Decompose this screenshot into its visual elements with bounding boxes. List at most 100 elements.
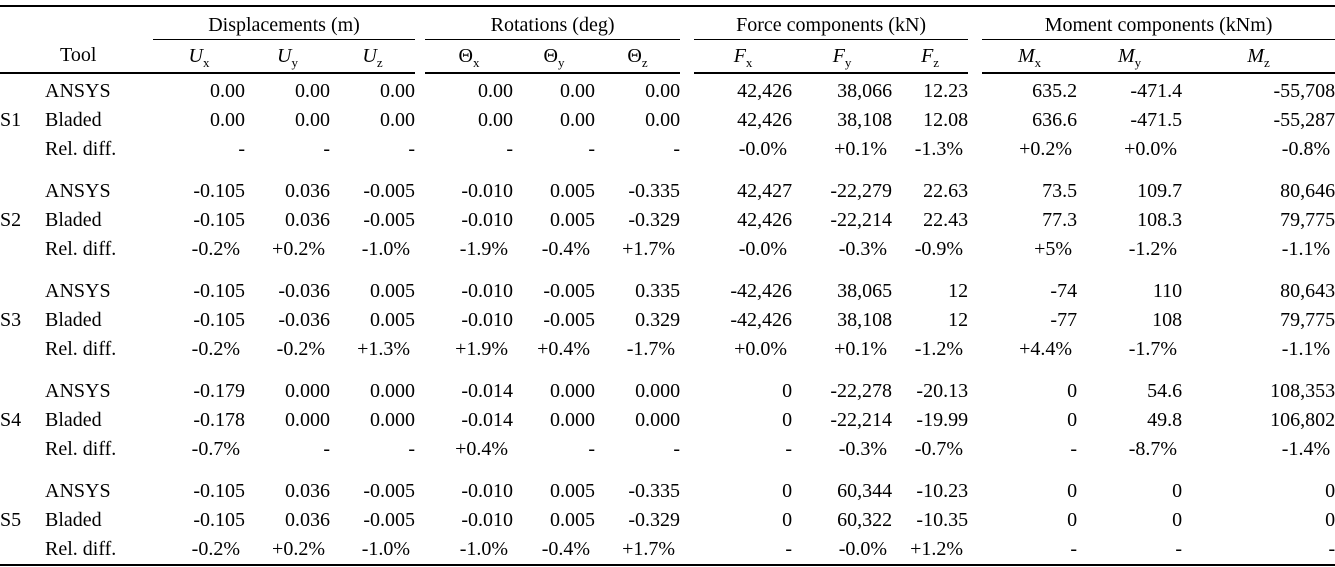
value-cell: 42,426 [737,109,793,131]
value-cell: -0.4% [541,538,591,560]
value-cell: -0.010 [461,309,514,331]
value-cell: -0.179 [193,380,245,402]
value-cell: 0.00 [645,109,681,131]
group-gap [968,335,982,364]
block-spacer [0,364,1335,377]
table-row: S4 ANSYS -0.179 0.000 0.000 -0.014 0.000 0.000 0… [0,377,1335,431]
symbol-subscript: y [558,54,565,70]
value-cell: +0.2% [1019,138,1073,160]
value-cell: 0 [1067,480,1078,502]
value-cell: 0.329 [635,309,681,331]
value-cell: 42,427 [737,180,793,202]
group-gap [680,377,694,406]
block-spacer-row [0,264,1335,277]
tool-label: ANSYS [45,380,111,402]
value-cell: -8.7% [1128,438,1178,460]
col-header-symbol: Θx [425,39,514,74]
value-cell: - [408,138,416,160]
symbol-subscript: y [844,54,852,70]
value-cell: -0.014 [461,409,514,431]
value-cell: 0.00 [295,109,330,131]
value-cell: 54.6 [1147,380,1183,402]
table-header: Displacements (m) Rotations (deg) Force co… [0,5,1335,74]
value-cell: 0.00 [380,80,416,102]
tool-label: ANSYS [45,280,111,302]
table-row: Rel. diff. - - - - - - -0.0% +0.1% -1.3% +0.2% +0.0… [0,135,1335,164]
group-header: Rotations (deg) [425,5,681,40]
value-cell: 12 [948,280,969,302]
value-cell: 0 [782,480,793,502]
value-cell: -42,426 [730,309,793,331]
value-cell: +0.0% [1124,138,1178,160]
group-gap [415,40,425,74]
tool-label: Bladed [45,109,102,131]
value-cell: - [785,438,793,460]
value-cell: -0.105 [193,480,245,502]
group-gap [415,177,425,206]
group-gap [415,106,425,135]
tool-label: Rel. diff. [45,238,117,260]
value-cell: 0.005 [550,509,596,531]
symbol-base: M [1247,44,1265,67]
value-cell: 0.00 [210,109,245,131]
table-row: Rel. diff. -0.7% - - +0.4% - - - -0.3% -0.7% - -8.7… [0,435,1335,464]
value-cell: -10.35 [916,509,969,531]
table-row: Rel. diff. -0.2% +0.2% -1.0% -1.9% -0.4% +1.7%… [0,235,1335,264]
table-body: S1 ANSYS 0.00 0.00 0.00 0.00 0.00 0.00 42,426 38,… [0,73,1335,565]
symbol-base: F [832,44,845,67]
value-cell: +4.4% [1019,338,1073,360]
value-cell: -0.010 [461,509,514,531]
value-cell: 0.036 [285,180,330,202]
group-gap [680,235,694,264]
value-cell: 109.7 [1137,180,1183,202]
value-cell: -0.9% [914,238,964,260]
tool-label: ANSYS [45,180,111,202]
value-cell: -0.005 [363,209,416,231]
case-label: S3 [0,309,22,331]
value-cell: 0 [782,380,793,402]
group-gap [415,5,426,40]
value-cell: -10.23 [916,480,969,502]
value-cell: 0.000 [285,380,330,402]
symbol-base: F [733,44,746,67]
group-gap [680,277,694,306]
value-cell: 635.2 [1032,80,1078,102]
table-row: Bladed -0.105 0.036 -0.005 -0.010 0.005 -0.329… [0,206,1335,235]
group-gap [415,235,425,264]
value-cell: 0.000 [370,380,416,402]
value-cell: 0.00 [478,80,514,102]
value-cell: 0.000 [285,409,330,431]
value-cell: -471.5 [1130,109,1183,131]
group-gap [680,73,694,106]
symbol-base: Θ [458,44,473,67]
value-cell: -471.4 [1130,80,1183,102]
value-cell: 0.000 [550,409,596,431]
group-gap [680,135,694,164]
group-gap [680,535,694,565]
symbol-base: M [1117,44,1135,67]
value-cell: 106,802 [1270,409,1335,431]
block-spacer [0,464,1335,477]
col-header-symbol: Mx [982,39,1078,74]
value-cell: -0.014 [461,380,514,402]
group-gap [415,277,425,306]
value-cell: -0.335 [628,480,681,502]
table-row: Bladed 0.00 0.00 0.00 0.00 0.00 0.00 42,426 38,1… [0,106,1335,135]
symbol-subscript: x [1034,54,1042,70]
value-cell: -1.7% [626,338,676,360]
value-cell: 38,108 [837,309,893,331]
group-gap [680,406,694,435]
value-cell: -0.005 [363,480,416,502]
value-cell: 0.036 [285,209,330,231]
value-cell: 0 [1172,509,1183,531]
value-cell: -0.7% [191,438,240,460]
value-cell: 0.036 [285,509,330,531]
table-row: Bladed -0.105 -0.036 0.005 -0.010 -0.005 0.329… [0,306,1335,335]
table-row: S1 ANSYS 0.00 0.00 0.00 0.00 0.00 0.00 42,426 38,… [0,73,1335,131]
symbol-subscript: z [641,54,648,70]
group-gap [680,5,695,40]
value-cell: 0.005 [370,309,416,331]
tool-label: Bladed [45,509,102,531]
table-row: Rel. diff. -0.2% +0.2% -1.0% -1.0% -0.4% +1.7%… [0,535,1335,565]
group-gap [680,40,694,74]
